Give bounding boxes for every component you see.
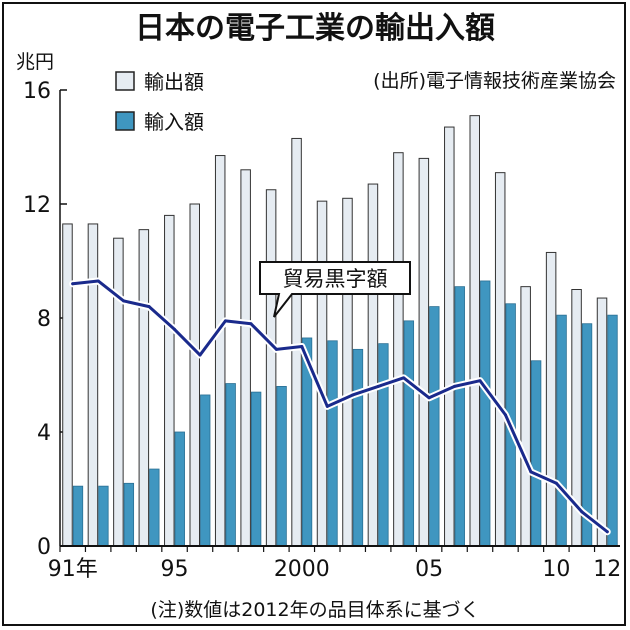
bar-import-2004 bbox=[403, 320, 415, 547]
bar-export-2009 bbox=[520, 286, 531, 547]
bar-export-1995 bbox=[164, 214, 175, 547]
legend-swatch-import bbox=[115, 111, 135, 131]
surplus-point-1999 bbox=[274, 347, 278, 351]
y-tick-label: 4 bbox=[37, 421, 51, 446]
callout-box bbox=[259, 261, 411, 318]
bar-export-2000 bbox=[291, 137, 302, 547]
bar-export-2002 bbox=[342, 197, 353, 547]
surplus-point-2007 bbox=[478, 379, 482, 383]
bar-export-1994 bbox=[138, 229, 150, 547]
bar-export-1998 bbox=[240, 169, 251, 547]
bar-import-1994 bbox=[149, 468, 160, 547]
unit-label: 兆円 bbox=[16, 51, 54, 73]
bar-export-1996 bbox=[189, 203, 200, 547]
bar-export-2004 bbox=[393, 152, 404, 547]
x-tick-label: 95 bbox=[161, 557, 189, 582]
x-tick-label: 10 bbox=[542, 557, 570, 582]
surplus-point-1997 bbox=[223, 319, 227, 323]
surplus-point-2008 bbox=[503, 413, 507, 417]
bar-export-1997 bbox=[214, 155, 226, 547]
source-label: (出所)電子情報技術産業協会 bbox=[373, 70, 616, 92]
bar-export-1992 bbox=[87, 223, 99, 547]
bar-export-2006 bbox=[444, 126, 455, 547]
bar-import-1999 bbox=[276, 385, 287, 547]
bars bbox=[62, 115, 618, 547]
surplus-point-2009 bbox=[529, 470, 533, 474]
surplus-point-2010 bbox=[554, 481, 558, 485]
bar-import-2010 bbox=[556, 314, 567, 547]
bar-import-2003 bbox=[378, 343, 389, 547]
x-tick-label: 2000 bbox=[274, 557, 330, 582]
footnote: (注)数値は2012年の品目体系に基づく bbox=[150, 599, 479, 621]
y-axis: 0 4 8 12 16 bbox=[23, 79, 67, 560]
bar-import-1996 bbox=[200, 394, 211, 547]
surplus-point-1998 bbox=[249, 322, 253, 326]
x-axis: 91年 95 2000 05 10 12 bbox=[48, 545, 621, 582]
bar-import-1992 bbox=[98, 485, 109, 547]
surplus-point-1994 bbox=[147, 305, 151, 309]
legend: 輸出額 輸入額 bbox=[115, 70, 204, 134]
surplus-point-2005 bbox=[427, 396, 431, 400]
x-tick-label: 05 bbox=[415, 557, 443, 582]
x-tick-label: 91年 bbox=[48, 557, 98, 582]
bar-import-2009 bbox=[531, 360, 542, 547]
bar-export-2010 bbox=[545, 251, 557, 547]
bar-import-2006 bbox=[454, 286, 465, 547]
surplus-point-2012 bbox=[605, 530, 609, 534]
surplus-point-2002 bbox=[351, 393, 355, 397]
bar-export-2007 bbox=[469, 115, 480, 547]
surplus-point-1993 bbox=[122, 299, 126, 303]
bar-import-2005 bbox=[429, 306, 440, 547]
bar-import-1991 bbox=[72, 485, 84, 547]
bar-export-2012 bbox=[596, 297, 608, 547]
bar-import-2001 bbox=[327, 340, 338, 547]
bar-import-2007 bbox=[480, 280, 491, 547]
bar-import-1998 bbox=[251, 391, 262, 547]
surplus-point-2003 bbox=[376, 384, 380, 388]
y-tick-label: 16 bbox=[23, 79, 51, 104]
bar-export-2001 bbox=[316, 200, 328, 547]
surplus-callout: 貿易黒字額 bbox=[259, 261, 411, 318]
surplus-point-2004 bbox=[402, 376, 406, 380]
surplus-point-2000 bbox=[300, 345, 304, 348]
bar-export-1999 bbox=[265, 189, 277, 547]
legend-swatch-export bbox=[115, 71, 135, 91]
legend-label-export: 輸出額 bbox=[144, 70, 204, 94]
surplus-point-2011 bbox=[580, 510, 584, 514]
bar-import-1995 bbox=[174, 431, 185, 547]
legend-label-import: 輸入額 bbox=[144, 110, 204, 134]
surplus-point-1992 bbox=[96, 279, 100, 283]
callout-label: 貿易黒字額 bbox=[283, 267, 388, 291]
y-tick-label: 0 bbox=[37, 535, 51, 560]
surplus-point-2001 bbox=[325, 404, 329, 408]
surplus-point-2006 bbox=[453, 384, 457, 388]
bar-import-2002 bbox=[352, 348, 364, 547]
bar-import-1993 bbox=[123, 482, 135, 547]
bar-export-2003 bbox=[367, 183, 379, 547]
bar-export-2008 bbox=[494, 172, 506, 547]
surplus-point-1996 bbox=[198, 353, 202, 357]
bar-import-2012 bbox=[607, 314, 618, 547]
bar-export-1991 bbox=[62, 223, 73, 547]
surplus-line-group bbox=[69, 277, 611, 536]
bar-export-2005 bbox=[418, 157, 430, 547]
bar-export-1993 bbox=[113, 237, 124, 547]
bar-import-1997 bbox=[225, 383, 236, 547]
surplus-point-1995 bbox=[173, 327, 177, 331]
y-tick-label: 12 bbox=[23, 193, 51, 218]
surplus-line bbox=[71, 279, 609, 534]
x-tick-label: 12 bbox=[593, 557, 621, 582]
chart-title: 日本の電子工業の輸出入額 bbox=[135, 11, 495, 46]
y-tick-label: 8 bbox=[37, 307, 51, 332]
surplus-point-1991 bbox=[71, 282, 75, 286]
